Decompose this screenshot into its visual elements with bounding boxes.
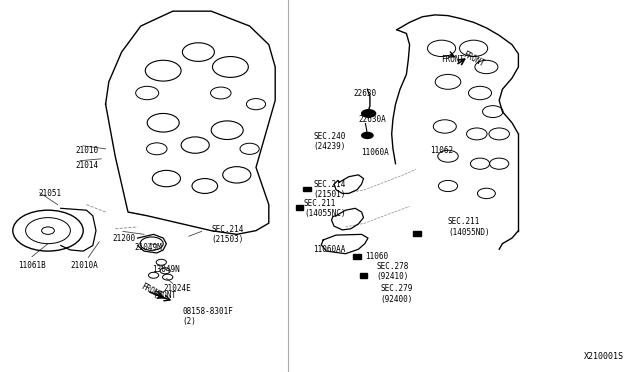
Text: 22630A: 22630A <box>358 115 386 124</box>
Text: FRONT: FRONT <box>461 50 486 69</box>
Text: SEC.211
(14055NC): SEC.211 (14055NC) <box>304 199 346 218</box>
Text: 21049M: 21049M <box>134 243 162 252</box>
Circle shape <box>361 109 376 118</box>
Text: SEC.240
(24239): SEC.240 (24239) <box>314 132 346 151</box>
Text: 21010: 21010 <box>76 146 99 155</box>
Text: 21024E: 21024E <box>163 284 191 293</box>
Text: SEC.214
(21503): SEC.214 (21503) <box>211 225 244 244</box>
Text: 13049N: 13049N <box>152 265 180 274</box>
Text: 21014: 21014 <box>76 161 99 170</box>
Text: SEC.214
(21501): SEC.214 (21501) <box>314 180 346 199</box>
Bar <box>303 187 311 191</box>
Text: 21200: 21200 <box>112 234 135 243</box>
Text: FRONT: FRONT <box>154 291 177 300</box>
Text: 22630: 22630 <box>353 89 376 97</box>
Text: X210001S: X210001S <box>584 352 624 361</box>
Bar <box>360 273 367 278</box>
Text: 11061B: 11061B <box>18 262 45 270</box>
Circle shape <box>361 132 374 139</box>
Bar <box>413 231 421 236</box>
Text: 11062: 11062 <box>430 146 453 155</box>
Text: 21051: 21051 <box>38 189 61 198</box>
Text: SEC.211
(14055ND): SEC.211 (14055ND) <box>448 217 490 237</box>
Text: 11060A: 11060A <box>362 148 389 157</box>
Text: FRONT: FRONT <box>442 55 465 64</box>
Text: SEC.279
(92400): SEC.279 (92400) <box>381 284 413 304</box>
Text: FRONT: FRONT <box>140 282 164 300</box>
Text: 08158-8301F
(2): 08158-8301F (2) <box>182 307 233 326</box>
Bar <box>353 254 361 259</box>
Text: SEC.278
(92410): SEC.278 (92410) <box>376 262 409 281</box>
Text: 21010A: 21010A <box>70 262 98 270</box>
Bar <box>296 205 303 210</box>
Text: 11060AA: 11060AA <box>314 245 346 254</box>
Text: 11060: 11060 <box>365 252 388 261</box>
